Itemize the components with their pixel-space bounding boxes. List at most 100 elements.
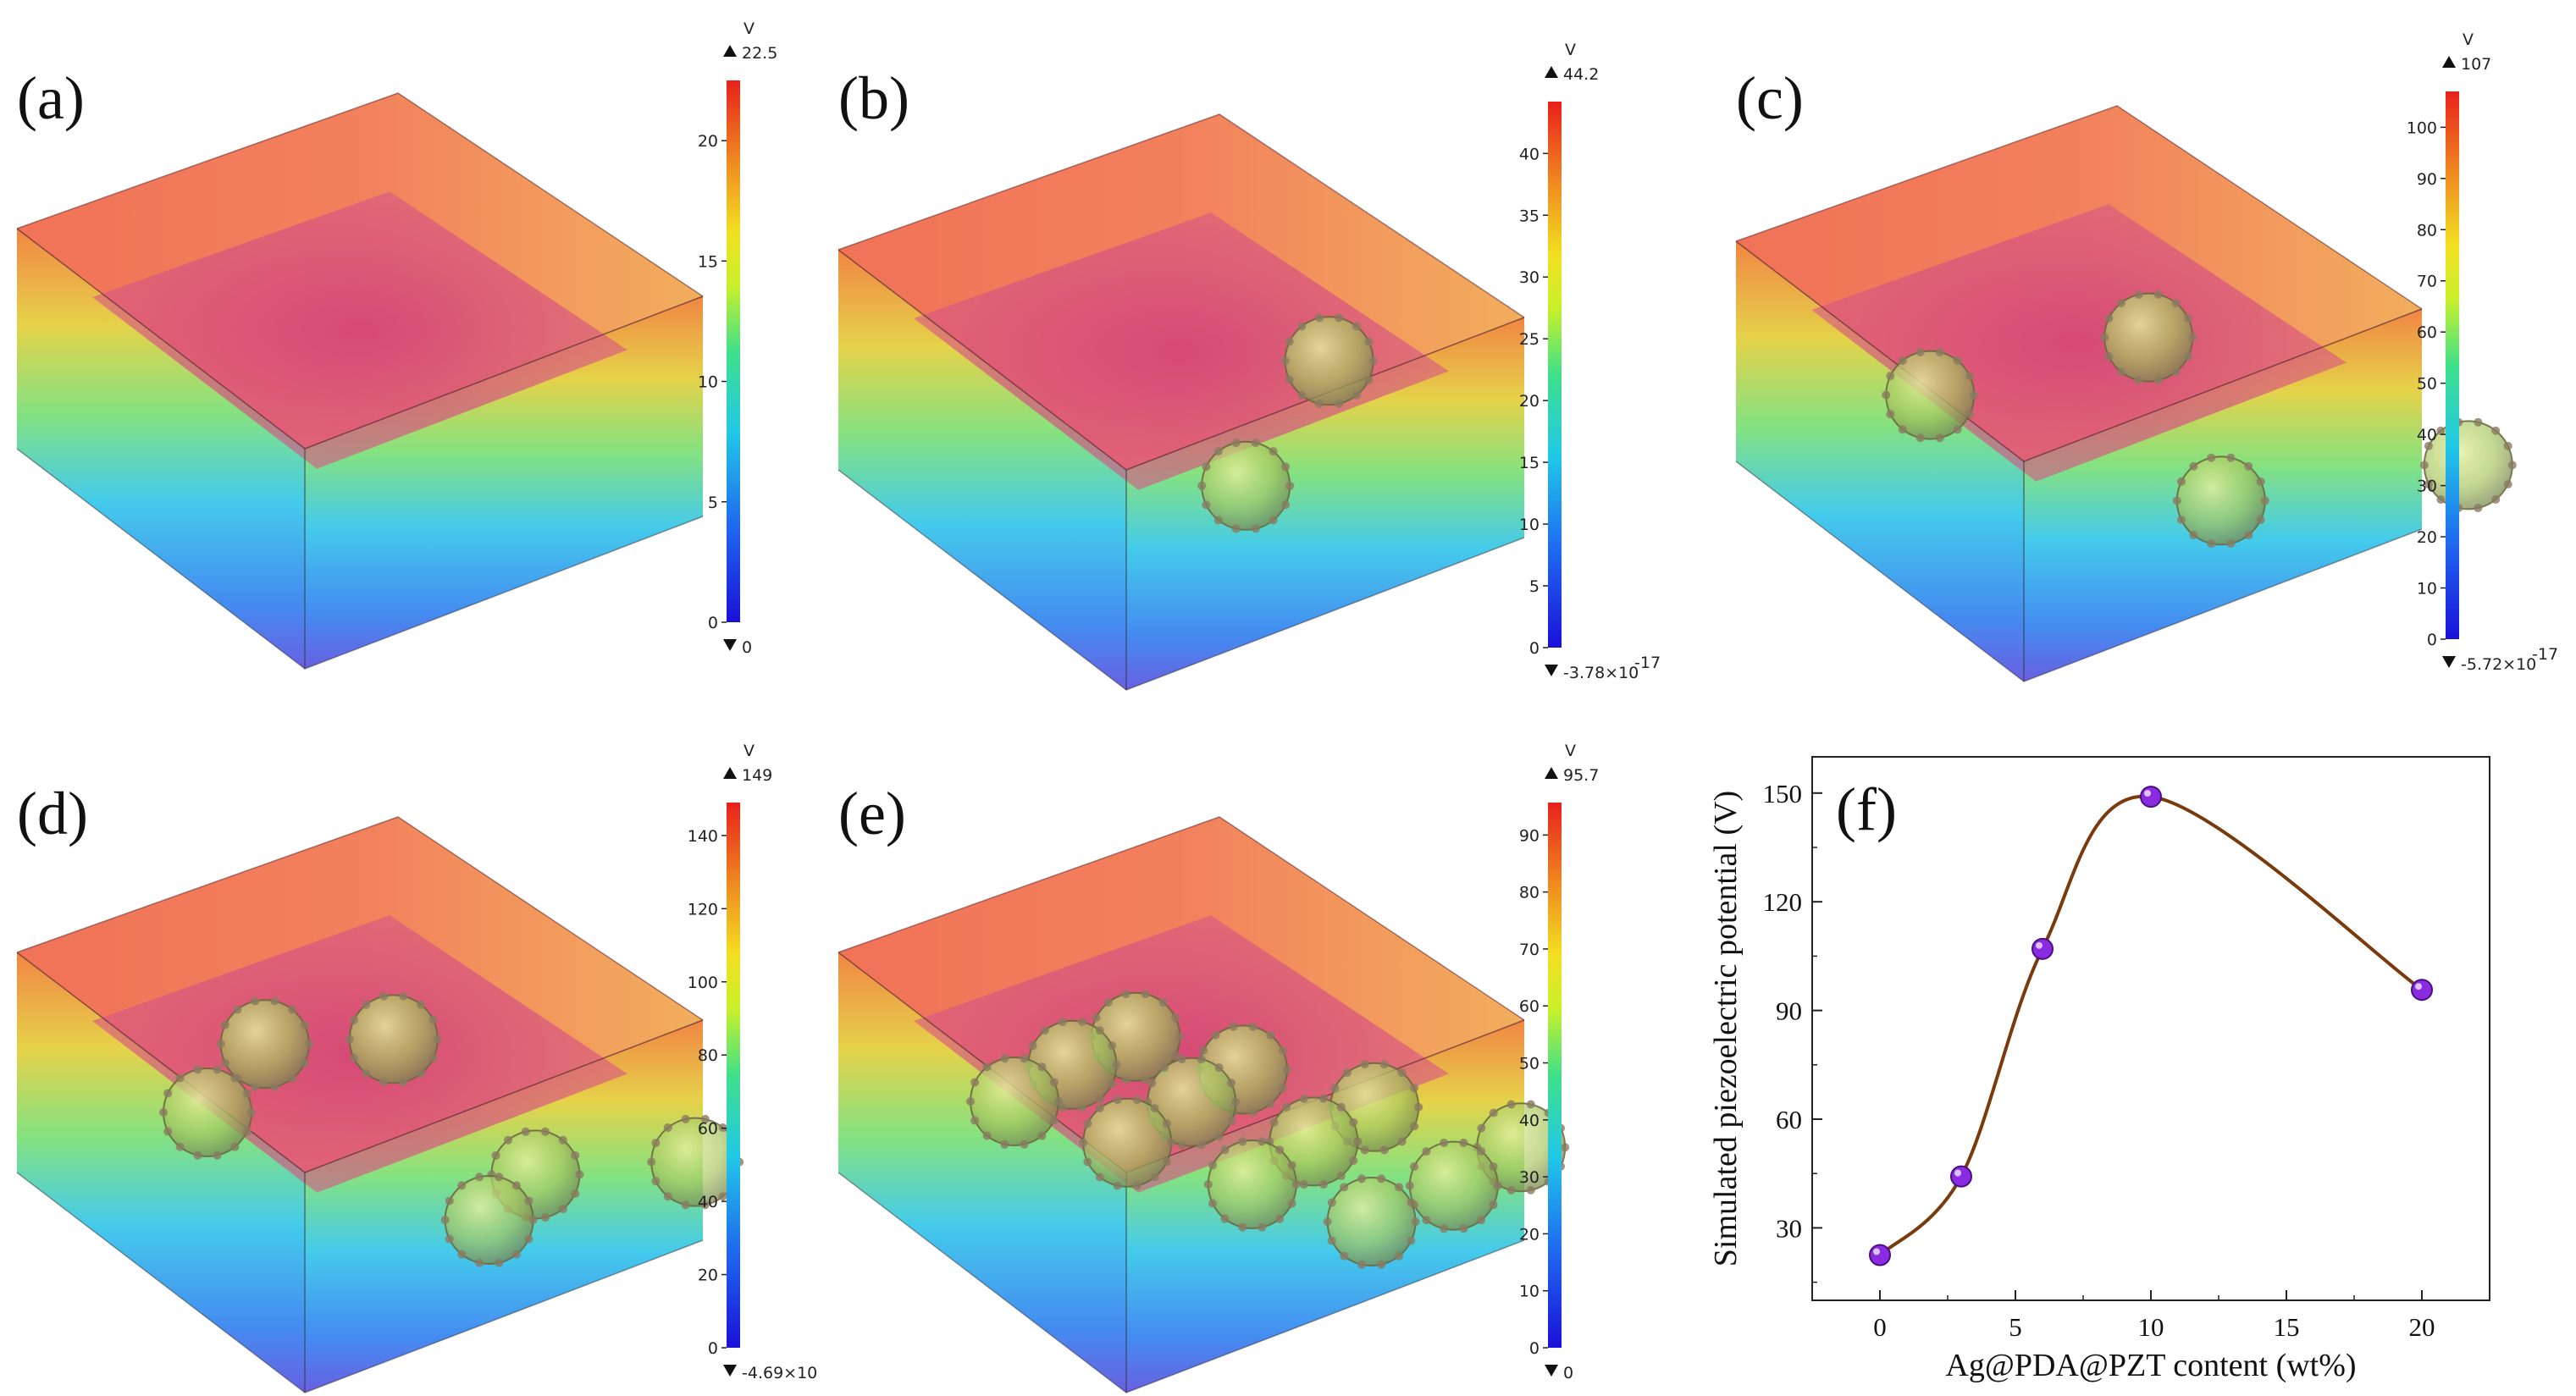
sphere-dot [1357,1174,1367,1184]
sphere-dot [1493,1181,1502,1190]
sphere-dot [524,1196,533,1206]
sphere-dot [379,991,389,1001]
sphere-dot [1379,1060,1389,1069]
sphere-dot [718,1192,727,1201]
sphere-dot [1214,1063,1224,1073]
sphere-dot [2189,461,2198,471]
sphere-dot [1121,990,1130,999]
sphere-dot [163,1127,173,1136]
sphere-dot [1299,1180,1308,1189]
colorbar-tick-label: 70 [2417,273,2437,291]
colorbar-tick-label: 0 [2427,631,2437,649]
sphere-dot [2474,417,2483,427]
sphere-dot [2491,495,2501,505]
sphere-dot [700,1200,710,1210]
particle-sphere [1323,1174,1420,1269]
x-tick-label: 10 [2138,1312,2164,1342]
colorbar-tick-label: 0 [1529,1339,1540,1358]
data-point [2411,979,2433,1001]
x-tick-label: 0 [1873,1312,1887,1342]
panel-label: (b) [838,64,909,132]
colorbar-tick-label: 20 [698,132,718,151]
colorbar-max: 95.7 [1563,766,1599,785]
colorbar-tick-label: 15 [698,252,718,271]
sphere-dot [1335,399,1344,408]
box-back-edge [16,92,704,297]
data-point-highlight [2415,983,2422,990]
data-point [1869,1244,1891,1266]
sphere-dot [457,1250,467,1259]
colorbar-tick-label: 0 [708,1339,718,1358]
sphere-body [1326,1177,1417,1266]
sphere-dot [1220,1214,1230,1223]
sphere-dot [175,1142,185,1151]
sphere-body [1082,1097,1173,1188]
sphere-dot [1238,1137,1247,1146]
sphere-dot [2244,461,2253,471]
colorbar-unit: V [744,19,755,38]
colorbar [1548,102,1562,648]
colorbar-max: 22.5 [742,44,777,63]
sphere-dot [1113,1095,1122,1105]
sphere-dot [2134,290,2143,299]
max-marker-icon [723,45,737,57]
sphere-dot [1489,1200,1498,1210]
sphere-dot [1280,356,1290,366]
colorbar-tick-label: 60 [1519,997,1540,1016]
sphere-dot [1095,1026,1104,1035]
sphere-dot [1440,1224,1449,1233]
x-tick-label: 5 [2009,1312,2022,1342]
colorbar-min: 0 [1563,1364,1573,1382]
colorbar-tick-label: 40 [1519,1112,1540,1130]
sphere-dot [495,1258,504,1267]
sphere-dot [230,1142,240,1151]
max-marker-icon [723,767,737,779]
sphere-dot [512,1250,522,1259]
sphere-dot [1227,1117,1236,1126]
colorbar-tick-label: 100 [2407,119,2437,137]
box-bottom-edge [1735,461,2423,682]
sphere-dot [349,1053,358,1062]
y-tick-label: 150 [1763,779,1803,808]
sphere-dot [2176,477,2186,486]
plot-frame [1811,756,2490,1301]
sphere-dot [242,1127,252,1136]
colorbar-unit: V [2463,30,2474,49]
sphere-dot [251,996,260,1006]
sphere-dot [2503,479,2512,488]
box-left-face [1736,241,2024,681]
panel-label: (a) [17,64,85,132]
sphere-dot [399,991,408,1001]
sphere-dot [1208,1199,1217,1208]
colorbar-unit: V [1565,742,1576,760]
sphere-dot [1561,1143,1570,1152]
sphere-dot [1349,1117,1358,1127]
sphere-dot [1335,313,1344,323]
colorbar-tick-label: 80 [698,1046,718,1065]
sphere-dot [1506,1100,1516,1109]
particle-sphere [1079,1095,1176,1190]
sphere-dot [1318,1180,1328,1189]
sphere-dot [445,1234,454,1244]
sphere-dot [1258,1137,1267,1146]
sphere-dot [2189,531,2198,540]
sphere-dot [1352,322,1362,331]
sphere-dot [1327,1236,1336,1245]
sphere-dot [1197,481,1207,490]
particle-sphere [1280,313,1378,408]
sphere-dot [1489,1162,1498,1172]
sphere-dot [1297,390,1307,400]
box-bottom-edge [16,448,704,670]
sphere-dot [1409,1162,1418,1172]
sphere-dot [1049,1078,1059,1087]
panel-e: (e) V 95.7 0 0 10 20 30 40 50 60 70 80 90 [837,742,1599,1393]
sphere-dot [1526,1100,1535,1109]
sphere-dot [1330,1084,1340,1093]
sphere-dot [1357,1260,1367,1269]
sphere-dot [1935,433,1944,443]
sphere-dot [1297,322,1307,331]
data-point-highlight [2036,941,2043,949]
sphere-dot [1175,1032,1185,1041]
sphere-dot [1395,1251,1404,1261]
sphere-dot [1411,1217,1420,1226]
